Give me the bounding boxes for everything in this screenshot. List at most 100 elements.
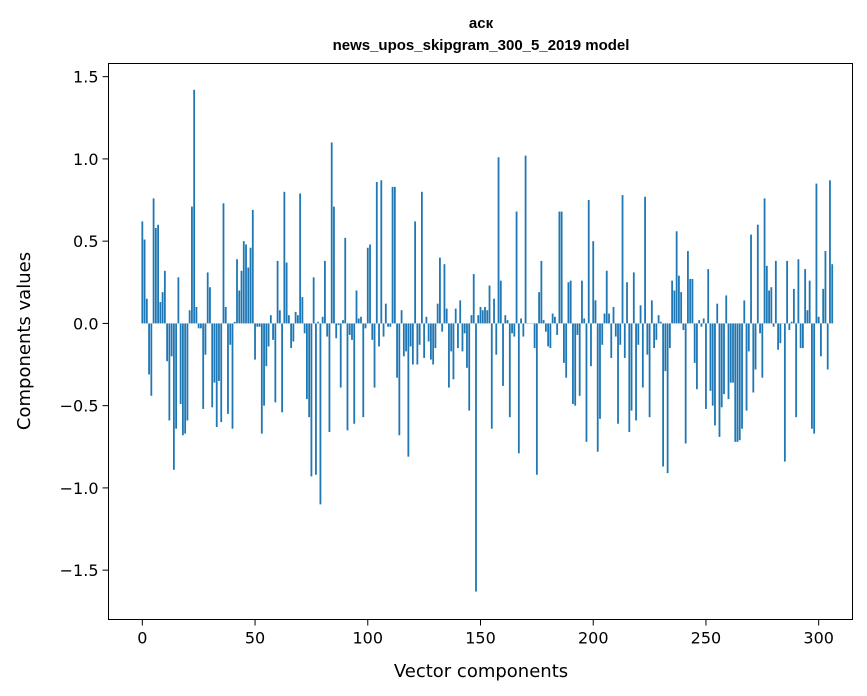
bar: [312, 277, 315, 324]
bar: [608, 313, 610, 324]
bar: [666, 323, 669, 474]
bar: [443, 264, 446, 324]
bar: [317, 321, 320, 324]
bar: [441, 323, 444, 332]
bar: [197, 323, 200, 329]
bar: [182, 323, 184, 436]
bar: [637, 323, 640, 345]
bar: [346, 323, 349, 431]
bar: [384, 303, 387, 324]
bar: [184, 323, 187, 434]
bar: [522, 323, 525, 337]
bar: [432, 323, 435, 365]
bar: [351, 323, 353, 340]
bar: [206, 272, 209, 324]
bar: [423, 323, 426, 358]
bar: [348, 323, 351, 335]
bar: [400, 310, 403, 324]
bar: [635, 323, 637, 421]
bar: [774, 260, 777, 324]
bar: [242, 241, 245, 324]
bar: [335, 323, 338, 339]
bar: [310, 323, 313, 477]
bar: [396, 323, 398, 378]
bar: [154, 228, 157, 324]
bar: [200, 323, 202, 329]
bar: [668, 323, 671, 349]
bar: [675, 231, 678, 324]
bar: [547, 323, 550, 347]
bar: [484, 306, 486, 324]
bar: [590, 323, 592, 367]
bar: [736, 323, 739, 442]
bar: [448, 323, 450, 388]
bar: [150, 323, 153, 396]
bar: [754, 323, 757, 370]
bar: [463, 323, 466, 334]
bar: [511, 323, 513, 334]
bar: [592, 241, 595, 324]
bar: [750, 234, 752, 324]
bar: [756, 224, 759, 324]
bar: [639, 305, 642, 324]
bar: [186, 323, 189, 421]
x-tick-label: 250: [691, 629, 722, 648]
bar: [380, 180, 383, 324]
bar: [163, 270, 166, 324]
bar: [707, 269, 710, 324]
bar: [538, 292, 541, 324]
y-tick-label: −1.0: [60, 479, 99, 498]
bar: [342, 320, 344, 324]
bar: [824, 251, 827, 324]
y-tick-label: −1.5: [60, 561, 99, 580]
bar: [211, 323, 214, 408]
bar: [797, 259, 800, 324]
bar: [287, 315, 290, 324]
bar: [436, 303, 439, 324]
bar: [490, 323, 493, 429]
bar: [220, 323, 223, 423]
y-tick-label: 0.5: [73, 232, 98, 251]
bar: [646, 323, 649, 355]
bar: [551, 313, 554, 324]
x-tick-label: 150: [465, 629, 496, 648]
bar: [215, 323, 218, 428]
y-axis: −1.5 −1.0 −0.5 0.0 0.5 1.0 1.5: [60, 68, 109, 580]
bar: [296, 315, 299, 324]
x-axis: 0 50 100 150 200 250 300: [137, 619, 834, 648]
bar: [222, 203, 225, 324]
bar: [459, 300, 462, 324]
bar: [430, 323, 432, 360]
bar: [290, 323, 293, 349]
bar: [617, 323, 619, 424]
x-tick-label: 0: [137, 629, 147, 648]
bar: [452, 323, 455, 380]
bar: [256, 323, 259, 327]
bar: [357, 318, 360, 324]
bar: [267, 323, 270, 347]
bar: [281, 323, 283, 413]
bar: [497, 157, 500, 324]
bar: [145, 298, 148, 324]
bar: [479, 306, 482, 324]
bar: [594, 300, 597, 324]
bar: [684, 323, 687, 444]
bar: [772, 323, 775, 327]
bar: [321, 316, 324, 324]
bar: [653, 323, 655, 349]
bar: [689, 278, 692, 324]
bar: [450, 323, 453, 352]
bar: [168, 323, 171, 421]
bar: [504, 315, 507, 324]
bar: [389, 323, 392, 327]
bar: [283, 191, 286, 324]
bar: [556, 323, 559, 335]
bar: [655, 323, 658, 340]
bar: [734, 323, 737, 442]
chart-title-line-1: аск: [469, 15, 494, 32]
bar: [161, 292, 164, 324]
bar: [159, 302, 162, 324]
bar: [725, 295, 728, 324]
bar: [632, 272, 635, 324]
bar: [563, 323, 565, 363]
